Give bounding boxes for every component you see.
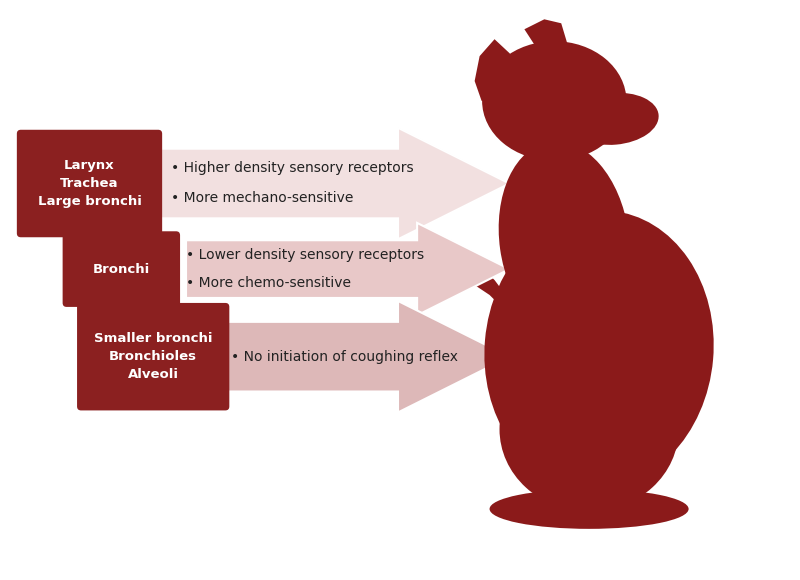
FancyBboxPatch shape bbox=[17, 130, 162, 237]
Ellipse shape bbox=[499, 347, 678, 512]
Text: Larynx
Trachea
Large bronchi: Larynx Trachea Large bronchi bbox=[38, 159, 142, 208]
Text: • More chemo-sensitive: • More chemo-sensitive bbox=[186, 276, 351, 290]
Text: Bronchi: Bronchi bbox=[93, 263, 150, 276]
Polygon shape bbox=[525, 19, 567, 66]
FancyBboxPatch shape bbox=[62, 231, 180, 307]
Polygon shape bbox=[186, 223, 510, 316]
Text: Smaller bronchi
Bronchioles
Alveoli: Smaller bronchi Bronchioles Alveoli bbox=[94, 332, 213, 381]
FancyBboxPatch shape bbox=[77, 303, 230, 411]
Polygon shape bbox=[474, 39, 518, 101]
Ellipse shape bbox=[482, 41, 626, 161]
Polygon shape bbox=[159, 128, 510, 239]
Polygon shape bbox=[530, 166, 619, 265]
Ellipse shape bbox=[484, 211, 714, 489]
Text: • Higher density sensory receptors: • Higher density sensory receptors bbox=[171, 161, 414, 175]
Ellipse shape bbox=[498, 142, 630, 339]
Polygon shape bbox=[519, 148, 599, 235]
Polygon shape bbox=[216, 301, 510, 412]
Text: • More mechano-sensitive: • More mechano-sensitive bbox=[171, 191, 354, 205]
Text: • Lower density sensory receptors: • Lower density sensory receptors bbox=[186, 248, 424, 262]
Polygon shape bbox=[454, 252, 510, 310]
Polygon shape bbox=[547, 355, 593, 517]
Ellipse shape bbox=[570, 93, 658, 145]
Ellipse shape bbox=[490, 489, 689, 529]
Polygon shape bbox=[581, 358, 634, 519]
Text: • No initiation of coughing reflex: • No initiation of coughing reflex bbox=[231, 350, 458, 364]
